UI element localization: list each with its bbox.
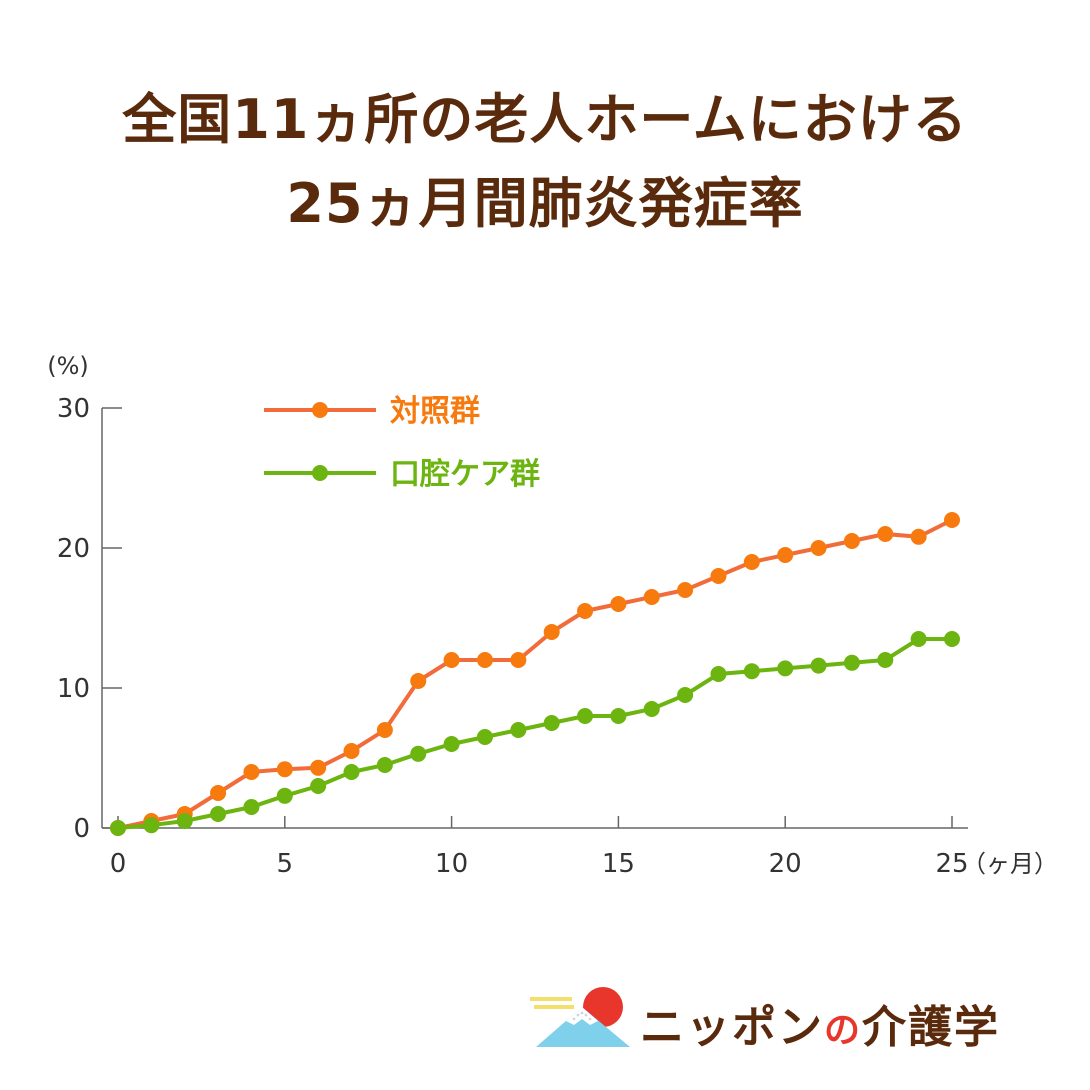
data-point (677, 687, 694, 703)
data-point (677, 582, 694, 598)
data-point (476, 729, 493, 745)
chart-title-line2: 25ヵ月間肺炎発症率 (286, 172, 804, 235)
x-tick-label: 10 (435, 849, 468, 879)
chart-title: 全国11ヵ所の老人ホームにおける 25ヵ月間肺炎発症率 (0, 78, 1090, 246)
data-point (610, 596, 627, 612)
data-point (310, 778, 327, 794)
data-point (877, 526, 894, 542)
data-point (543, 715, 560, 731)
data-point (376, 722, 393, 738)
data-point (243, 764, 260, 780)
data-point (710, 568, 727, 584)
data-point (710, 666, 727, 682)
x-tick-label: 25 (935, 849, 968, 879)
series-1 (110, 512, 960, 836)
y-tick-label: 0 (73, 814, 90, 844)
x-tick-label: 15 (602, 849, 635, 879)
data-point (810, 657, 827, 674)
data-point (276, 787, 293, 804)
legend-item: 対照群 (264, 394, 480, 429)
data-point (643, 589, 660, 605)
data-point (310, 759, 327, 776)
y-tick-label: 30 (57, 394, 90, 424)
data-point (910, 528, 927, 545)
data-point (143, 817, 160, 834)
mount-fuji-sun-icon (530, 987, 630, 1047)
data-point (843, 654, 860, 671)
y-axis-unit-label: (%) (47, 352, 89, 380)
legend-label: 対照群 (390, 394, 480, 429)
data-point (510, 722, 527, 738)
series-2 (110, 631, 960, 836)
data-point (777, 547, 794, 563)
data-point (376, 757, 393, 773)
brand-name-part2: 介護学 (862, 1002, 1001, 1053)
chart-series (110, 512, 960, 836)
data-point (577, 603, 594, 619)
data-point (944, 512, 960, 528)
data-point (343, 764, 360, 780)
data-point (777, 660, 794, 677)
data-point (476, 652, 493, 668)
brand-name: ニッポンの介護学 (640, 991, 1000, 1055)
data-point (276, 761, 293, 778)
brand-logo: ニッポンの介護学 (530, 985, 1070, 1055)
x-tick-label: 5 (277, 849, 294, 879)
chart-axes: 0 10 20 30 0 5 10 15 20 25 (%) （ヶ月） (47, 352, 1058, 879)
data-point (743, 554, 760, 570)
data-point (877, 652, 894, 668)
series-line (117, 518, 953, 830)
data-point (743, 663, 760, 680)
chart-title-line1: 全国11ヵ所の老人ホームにおける (122, 88, 968, 151)
legend-marker (312, 402, 328, 418)
data-point (910, 631, 927, 647)
legend-label: 口腔ケア群 (390, 457, 540, 492)
data-point (410, 745, 427, 762)
legend-item: 口腔ケア群 (264, 457, 540, 492)
legend-marker (312, 465, 328, 481)
x-tick-label: 0 (110, 849, 127, 879)
x-axis-unit-label: （ヶ月） (962, 850, 1058, 878)
data-point (443, 736, 460, 752)
data-point (944, 631, 960, 647)
data-point (243, 799, 260, 815)
data-point (510, 652, 527, 668)
data-point (810, 540, 827, 556)
data-point (543, 624, 560, 640)
series-line (117, 637, 952, 830)
data-point (843, 533, 860, 549)
brand-name-part1: ニッポン (640, 1002, 824, 1053)
data-point (643, 701, 660, 717)
data-point (210, 806, 227, 822)
y-tick-label: 20 (57, 534, 90, 564)
brand-name-no: の (824, 1010, 863, 1051)
data-point (110, 820, 126, 836)
data-point (610, 708, 627, 724)
data-point (210, 785, 227, 801)
data-point (577, 708, 594, 724)
x-tick-label: 20 (769, 849, 802, 879)
data-point (176, 813, 193, 829)
data-point (410, 673, 427, 689)
y-tick-label: 10 (57, 674, 90, 704)
data-point (443, 652, 460, 668)
data-point (343, 743, 360, 759)
